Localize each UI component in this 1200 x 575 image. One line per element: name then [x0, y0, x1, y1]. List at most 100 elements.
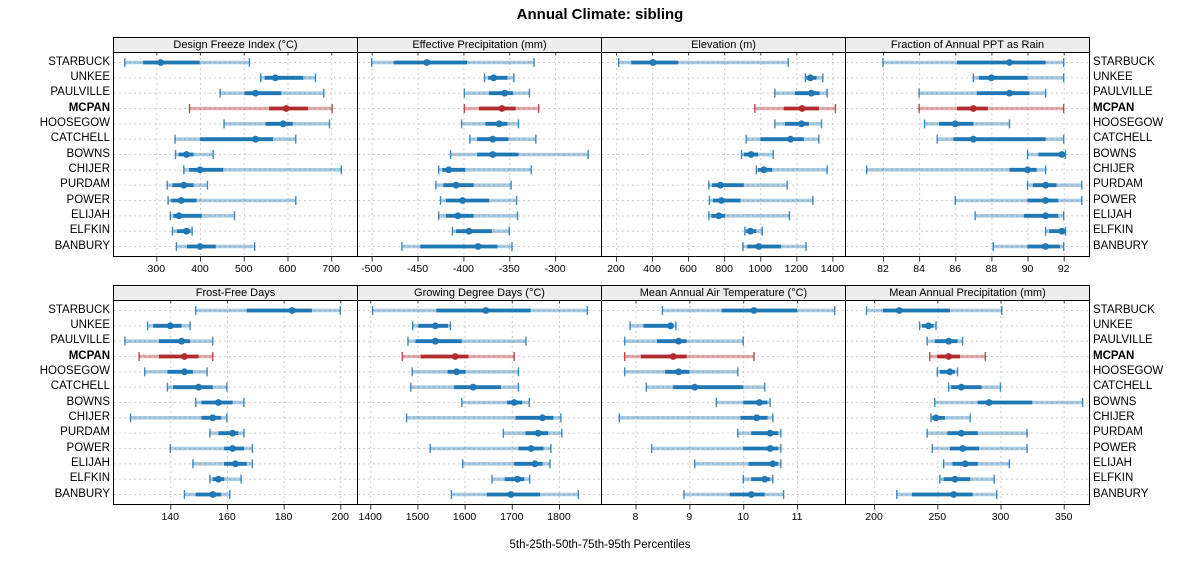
interval-banbury [175, 242, 256, 251]
interval-power [439, 196, 518, 205]
x-tick-label-design-freeze-index-c: 700 [322, 263, 340, 275]
x-axis-ticks-growing-degree-days-c [370, 505, 560, 510]
interval-paulville [219, 88, 325, 98]
interval-elfkin [744, 226, 763, 236]
interval-banbury [683, 490, 785, 499]
row-label-purdam-right: PURDAM [1093, 178, 1143, 191]
x-tick-label-fraction-of-annual-ppt-as-rain: 92 [1057, 263, 1070, 275]
interval-elijah [694, 459, 782, 469]
x-tick-label-mean-annual-precipitation-mm: 300 [991, 511, 1010, 523]
interval-bowns [449, 150, 589, 159]
interval-chijer [183, 165, 342, 175]
row-label-bowns-right: BOWNS [1093, 147, 1137, 160]
interval-starbuck [865, 306, 1003, 315]
strip-growing-degree-days-c: Growing Degree Days (°C) [357, 285, 602, 301]
interval-hoosegow [411, 367, 520, 377]
interval-mcpan [463, 104, 540, 113]
row-label-catchell-right: CATCHELL [1093, 132, 1153, 145]
x-tick-label-elevation-m: 800 [715, 263, 733, 275]
interval-bowns [740, 150, 774, 159]
interval-elijah [192, 459, 254, 469]
x-tick-label-frost-free-days: 200 [331, 511, 350, 523]
figure-caption-percentiles: 5th-25th-50th-75th-95th Percentiles [509, 539, 691, 551]
x-axis-ticks-effective-precipitation-mm [371, 257, 557, 262]
x-tick-label-design-freeze-index-c: 300 [147, 263, 166, 275]
row-label-paulville-right: PAULVILLE [1093, 86, 1153, 99]
row-label-paulville-left: PAULVILLE [50, 334, 110, 347]
interval-elijah [942, 459, 1011, 469]
interval-starbuck [371, 306, 589, 315]
row-label-elijah-left: ELIJAH [71, 208, 110, 221]
x-tick-label-growing-degree-days-c: 1400 [358, 511, 382, 523]
interval-unkee [804, 73, 824, 83]
interval-elfkin [939, 474, 995, 484]
panel-mean-annual-precipitation-mm [845, 300, 1090, 505]
row-label-elijah-right: ELIJAH [1093, 456, 1132, 469]
interval-starbuck [370, 58, 535, 67]
row-label-elfkin-left: ELFKIN [69, 472, 110, 485]
strip-fraction-of-annual-ppt-as-rain: Fraction of Annual PPT as Rain [845, 37, 1090, 53]
panel-fraction-of-annual-ppt-as-rain [845, 52, 1090, 257]
interval-elijah [974, 211, 1065, 221]
interval-power [169, 444, 254, 453]
strip-mean-annual-air-temperature-c: Mean Annual Air Temperature (°C) [601, 285, 846, 301]
interval-unkee [411, 321, 452, 331]
row-label-purdam-left: PURDAM [60, 426, 110, 439]
row-label-catchell-right: CATCHELL [1093, 380, 1153, 393]
interval-catchell [936, 134, 1065, 144]
row-label-banbury-right: BANBURY [1093, 487, 1149, 500]
x-axis-ticks-mean-annual-precipitation-mm [874, 505, 1065, 510]
panel-design-freeze-index-c [113, 52, 358, 257]
interval-chijer [437, 165, 532, 175]
interval-banbury [992, 242, 1065, 251]
row-label-paulville-right: PAULVILLE [1093, 334, 1153, 347]
interval-hoosegow [623, 367, 739, 377]
interval-purdam [1026, 180, 1083, 190]
x-tick-label-mean-annual-air-temperature-c: 10 [737, 511, 750, 523]
x-tick-label-frost-free-days: 160 [218, 511, 236, 523]
interval-unkee [146, 321, 191, 331]
x-tick-label-effective-precipitation-mm: -450 [407, 263, 429, 275]
row-label-chijer-right: CHIJER [1093, 410, 1135, 423]
interval-elfkin [1044, 226, 1067, 236]
row-label-chijer-left: CHIJER [68, 410, 110, 423]
interval-bowns [461, 398, 530, 407]
interval-paulville [463, 88, 531, 98]
interval-banbury [183, 490, 231, 499]
row-label-bowns-left: BOWNS [66, 147, 110, 160]
interval-paulville [774, 88, 828, 98]
row-label-elfkin-left: ELFKIN [69, 224, 110, 237]
interval-banbury [450, 490, 580, 499]
interval-bowns [715, 398, 771, 407]
x-tick-label-design-freeze-index-c: 600 [278, 263, 297, 275]
interval-starbuck [661, 306, 836, 315]
interval-catchell [166, 382, 228, 392]
x-tick-label-elevation-m: 200 [607, 263, 625, 275]
x-tick-label-mean-annual-precipitation-mm: 350 [1054, 511, 1073, 523]
interval-chijer [755, 165, 828, 175]
x-tick-label-growing-degree-days-c: 1700 [500, 511, 524, 523]
row-label-banbury-left: BANBURY [54, 487, 110, 500]
x-tick-label-growing-degree-days-c: 1500 [405, 511, 430, 523]
row-label-hoosegow-right: HOOSEGOW [1093, 116, 1164, 129]
x-tick-label-fraction-of-annual-ppt-as-rain: 84 [913, 263, 925, 275]
strip-design-freeze-index-c: Design Freeze Index (°C) [113, 37, 358, 53]
row-label-chijer-left: CHIJER [68, 162, 110, 175]
row-label-unkee-left: UNKEE [70, 70, 110, 83]
row-label-elfkin-right: ELFKIN [1093, 472, 1134, 485]
x-tick-label-mean-annual-air-temperature-c: 8 [632, 511, 639, 523]
row-label-unkee-left: UNKEE [70, 318, 110, 331]
strip-frost-free-days: Frost-Free Days [113, 285, 358, 301]
x-tick-label-design-freeze-index-c: 500 [234, 263, 253, 275]
interval-power [650, 444, 782, 453]
interval-mcpan [754, 104, 837, 113]
interval-catchell [947, 382, 1002, 392]
x-axis-ticks-mean-annual-air-temperature-c [635, 505, 799, 510]
row-label-mcpan-right: MCPAN [1093, 101, 1135, 114]
interval-mcpan [623, 352, 755, 361]
interval-hoosegow [936, 367, 959, 377]
interval-purdam [435, 180, 512, 190]
x-tick-label-elevation-m: 600 [679, 263, 697, 275]
interval-paulville [918, 88, 1047, 98]
interval-catchell [745, 134, 820, 144]
